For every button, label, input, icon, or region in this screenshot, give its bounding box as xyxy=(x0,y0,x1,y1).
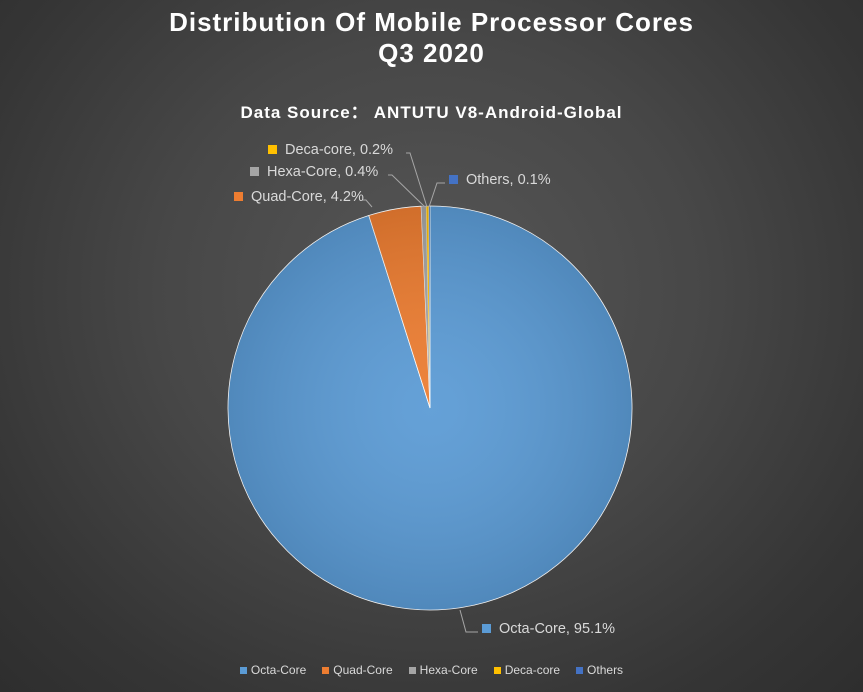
chart-title: Distribution Of Mobile Processor Cores xyxy=(169,7,694,37)
legend-swatch xyxy=(576,666,584,674)
chart-subtitle: Data Source： ANTUTU V8-Android-Global xyxy=(240,103,623,122)
leader-line-others xyxy=(428,182,445,208)
data-labels: Octa-Core, 95.1% Quad-Core, 4.2% Hexa-Core… xyxy=(234,142,615,637)
leader-lines xyxy=(362,152,478,633)
legend-label: Quad-Core xyxy=(333,663,393,677)
leader-line-hexa-core xyxy=(388,174,426,208)
data-label-hexa-core: Hexa-Core, 0.4% xyxy=(267,164,378,180)
legend-item-hexa-core: Hexa-Core xyxy=(408,663,478,677)
data-label-swatch-quad-core xyxy=(234,192,243,201)
leader-line-quad-core xyxy=(362,199,373,208)
data-label-swatch-deca-core xyxy=(268,145,277,154)
data-label-swatch-hexa-core xyxy=(250,167,259,176)
data-label-octa-core: Octa-Core, 95.1% xyxy=(499,621,615,637)
data-label-others: Others, 0.1% xyxy=(466,172,551,188)
legend-swatch xyxy=(493,666,501,674)
legend-swatch xyxy=(322,666,330,674)
legend-label: Hexa-Core xyxy=(419,663,478,677)
legend-item-quad-core: Quad-Core xyxy=(322,663,393,677)
leader-line-deca-core xyxy=(406,152,428,208)
legend-item-others: Others xyxy=(576,663,623,677)
data-label-quad-core: Quad-Core, 4.2% xyxy=(251,189,364,205)
legend: Octa-Core Quad-Core Hexa-Core Deca-core Othe… xyxy=(0,663,863,677)
legend-label: Others xyxy=(587,663,624,677)
legend-item-octa-core: Octa-Core xyxy=(239,663,307,677)
legend-swatch xyxy=(239,666,247,674)
leader-line-octa-core xyxy=(459,609,478,633)
pie-slices xyxy=(227,205,633,611)
legend-label: Deca-core xyxy=(504,663,561,677)
legend-item-deca-core: Deca-core xyxy=(493,663,561,677)
data-label-swatch-others xyxy=(449,175,458,184)
chart-title-period: Q3 2020 xyxy=(378,38,485,68)
legend-swatch xyxy=(408,666,416,674)
data-label-swatch-octa-core xyxy=(482,624,491,633)
legend-label: Octa-Core xyxy=(250,663,307,677)
data-label-deca-core: Deca-core, 0.2% xyxy=(285,142,393,158)
